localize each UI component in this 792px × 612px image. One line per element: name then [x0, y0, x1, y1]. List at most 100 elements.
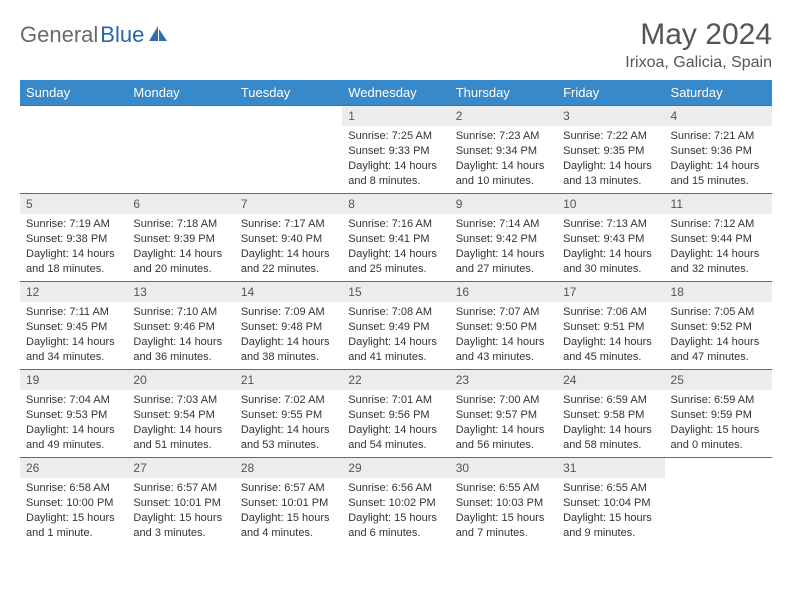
daylight-text: Daylight: 14 hours and 32 minutes. [671, 247, 766, 277]
daylight-text: Daylight: 14 hours and 15 minutes. [671, 159, 766, 189]
calendar-cell: 26Sunrise: 6:58 AMSunset: 10:00 PMDaylig… [20, 458, 127, 546]
sunrise-text: Sunrise: 6:59 AM [563, 393, 658, 408]
day-content: Sunrise: 6:59 AMSunset: 9:59 PMDaylight:… [665, 390, 772, 456]
day-number: 6 [127, 194, 234, 214]
daylight-text: Daylight: 14 hours and 47 minutes. [671, 335, 766, 365]
sunrise-text: Sunrise: 7:04 AM [26, 393, 121, 408]
day-content: Sunrise: 7:04 AMSunset: 9:53 PMDaylight:… [20, 390, 127, 456]
daylight-text: Daylight: 14 hours and 22 minutes. [241, 247, 336, 277]
day-number: 22 [342, 370, 449, 390]
logo-text-1: General [20, 22, 98, 48]
day-content: Sunrise: 7:03 AMSunset: 9:54 PMDaylight:… [127, 390, 234, 456]
sunrise-text: Sunrise: 7:21 AM [671, 129, 766, 144]
day-content: Sunrise: 6:58 AMSunset: 10:00 PMDaylight… [20, 478, 127, 544]
sunset-text: Sunset: 9:48 PM [241, 320, 336, 335]
daylight-text: Daylight: 14 hours and 30 minutes. [563, 247, 658, 277]
sunrise-text: Sunrise: 6:55 AM [563, 481, 658, 496]
day-number: 5 [20, 194, 127, 214]
sunset-text: Sunset: 9:50 PM [456, 320, 551, 335]
day-content: Sunrise: 7:22 AMSunset: 9:35 PMDaylight:… [557, 126, 664, 192]
day-number: 30 [450, 458, 557, 478]
sunrise-text: Sunrise: 7:22 AM [563, 129, 658, 144]
sunset-text: Sunset: 9:51 PM [563, 320, 658, 335]
calendar-cell: 8Sunrise: 7:16 AMSunset: 9:41 PMDaylight… [342, 194, 449, 282]
sunrise-text: Sunrise: 7:19 AM [26, 217, 121, 232]
sunset-text: Sunset: 9:52 PM [671, 320, 766, 335]
logo-text-2: Blue [100, 22, 144, 48]
sunset-text: Sunset: 9:35 PM [563, 144, 658, 159]
calendar-cell: 2Sunrise: 7:23 AMSunset: 9:34 PMDaylight… [450, 106, 557, 194]
day-content: Sunrise: 7:11 AMSunset: 9:45 PMDaylight:… [20, 302, 127, 368]
sunrise-text: Sunrise: 7:10 AM [133, 305, 228, 320]
daylight-text: Daylight: 14 hours and 56 minutes. [456, 423, 551, 453]
sunset-text: Sunset: 10:04 PM [563, 496, 658, 511]
calendar-cell: 17Sunrise: 7:06 AMSunset: 9:51 PMDayligh… [557, 282, 664, 370]
day-number: 16 [450, 282, 557, 302]
day-number: 13 [127, 282, 234, 302]
day-content: Sunrise: 7:09 AMSunset: 9:48 PMDaylight:… [235, 302, 342, 368]
day-number: 9 [450, 194, 557, 214]
calendar-cell: 6Sunrise: 7:18 AMSunset: 9:39 PMDaylight… [127, 194, 234, 282]
sunrise-text: Sunrise: 7:01 AM [348, 393, 443, 408]
header: GeneralBlue May 2024 Irixoa, Galicia, Sp… [20, 18, 772, 72]
sunset-text: Sunset: 9:59 PM [671, 408, 766, 423]
calendar-cell: 3Sunrise: 7:22 AMSunset: 9:35 PMDaylight… [557, 106, 664, 194]
sunset-text: Sunset: 9:33 PM [348, 144, 443, 159]
daylight-text: Daylight: 14 hours and 41 minutes. [348, 335, 443, 365]
calendar-cell: 9Sunrise: 7:14 AMSunset: 9:42 PMDaylight… [450, 194, 557, 282]
day-number: 8 [342, 194, 449, 214]
calendar-cell: 25Sunrise: 6:59 AMSunset: 9:59 PMDayligh… [665, 370, 772, 458]
day-content: Sunrise: 7:23 AMSunset: 9:34 PMDaylight:… [450, 126, 557, 192]
calendar-cell: 16Sunrise: 7:07 AMSunset: 9:50 PMDayligh… [450, 282, 557, 370]
calendar-cell: 29Sunrise: 6:56 AMSunset: 10:02 PMDaylig… [342, 458, 449, 546]
daylight-text: Daylight: 14 hours and 34 minutes. [26, 335, 121, 365]
day-number: 23 [450, 370, 557, 390]
day-number: 12 [20, 282, 127, 302]
day-content: Sunrise: 7:08 AMSunset: 9:49 PMDaylight:… [342, 302, 449, 368]
sunset-text: Sunset: 9:46 PM [133, 320, 228, 335]
day-number: 24 [557, 370, 664, 390]
day-number: 21 [235, 370, 342, 390]
calendar-cell: 11Sunrise: 7:12 AMSunset: 9:44 PMDayligh… [665, 194, 772, 282]
calendar-cell: 4Sunrise: 7:21 AMSunset: 9:36 PMDaylight… [665, 106, 772, 194]
sunrise-text: Sunrise: 7:23 AM [456, 129, 551, 144]
daylight-text: Daylight: 14 hours and 54 minutes. [348, 423, 443, 453]
sunrise-text: Sunrise: 7:03 AM [133, 393, 228, 408]
daylight-text: Daylight: 14 hours and 8 minutes. [348, 159, 443, 189]
sunset-text: Sunset: 10:00 PM [26, 496, 121, 511]
sunrise-text: Sunrise: 6:57 AM [133, 481, 228, 496]
calendar-cell: 5Sunrise: 7:19 AMSunset: 9:38 PMDaylight… [20, 194, 127, 282]
calendar-row: 12Sunrise: 7:11 AMSunset: 9:45 PMDayligh… [20, 282, 772, 370]
weekday-header: Wednesday [342, 80, 449, 106]
calendar-cell: 15Sunrise: 7:08 AMSunset: 9:49 PMDayligh… [342, 282, 449, 370]
sunset-text: Sunset: 9:55 PM [241, 408, 336, 423]
sunset-text: Sunset: 9:43 PM [563, 232, 658, 247]
day-number: 17 [557, 282, 664, 302]
calendar-cell: 12Sunrise: 7:11 AMSunset: 9:45 PMDayligh… [20, 282, 127, 370]
daylight-text: Daylight: 15 hours and 4 minutes. [241, 511, 336, 541]
weekday-header-row: Sunday Monday Tuesday Wednesday Thursday… [20, 80, 772, 106]
calendar-cell: 7Sunrise: 7:17 AMSunset: 9:40 PMDaylight… [235, 194, 342, 282]
day-content: Sunrise: 7:19 AMSunset: 9:38 PMDaylight:… [20, 214, 127, 280]
calendar-cell: 19Sunrise: 7:04 AMSunset: 9:53 PMDayligh… [20, 370, 127, 458]
day-number: 1 [342, 106, 449, 126]
sunset-text: Sunset: 9:45 PM [26, 320, 121, 335]
day-content: Sunrise: 6:56 AMSunset: 10:02 PMDaylight… [342, 478, 449, 544]
day-number: 3 [557, 106, 664, 126]
day-content: Sunrise: 7:01 AMSunset: 9:56 PMDaylight:… [342, 390, 449, 456]
sunset-text: Sunset: 9:39 PM [133, 232, 228, 247]
sunrise-text: Sunrise: 7:14 AM [456, 217, 551, 232]
sunrise-text: Sunrise: 6:55 AM [456, 481, 551, 496]
daylight-text: Daylight: 14 hours and 13 minutes. [563, 159, 658, 189]
calendar-cell: 30Sunrise: 6:55 AMSunset: 10:03 PMDaylig… [450, 458, 557, 546]
sunset-text: Sunset: 10:03 PM [456, 496, 551, 511]
day-content: Sunrise: 7:06 AMSunset: 9:51 PMDaylight:… [557, 302, 664, 368]
sunset-text: Sunset: 10:01 PM [241, 496, 336, 511]
calendar-cell: 14Sunrise: 7:09 AMSunset: 9:48 PMDayligh… [235, 282, 342, 370]
title-block: May 2024 Irixoa, Galicia, Spain [625, 18, 772, 72]
day-number: 4 [665, 106, 772, 126]
weekday-header: Friday [557, 80, 664, 106]
sunrise-text: Sunrise: 6:56 AM [348, 481, 443, 496]
sunrise-text: Sunrise: 7:06 AM [563, 305, 658, 320]
sunrise-text: Sunrise: 7:17 AM [241, 217, 336, 232]
